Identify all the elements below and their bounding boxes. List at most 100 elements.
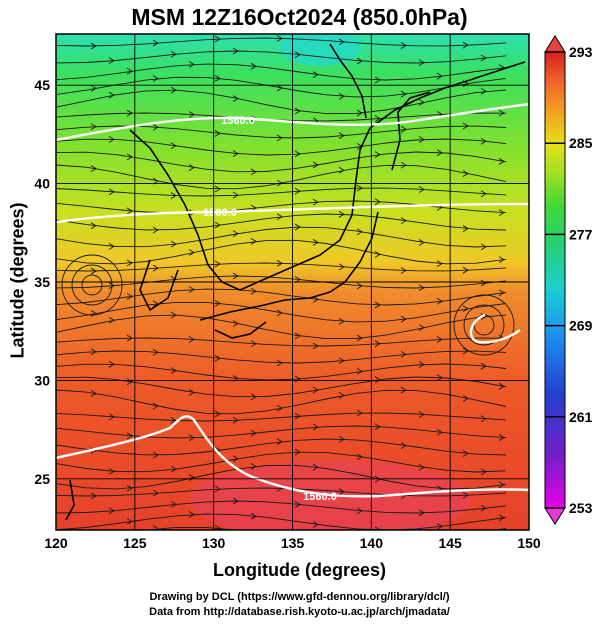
streamline-arrow xyxy=(462,122,469,130)
streamline-arrow xyxy=(462,170,469,177)
streamline-arrow xyxy=(170,86,177,94)
streamline-arrow xyxy=(418,284,425,292)
streamline-arrow xyxy=(152,489,159,497)
streamline-arrow xyxy=(108,507,115,515)
streamline-arrow xyxy=(294,276,301,283)
streamline-arrow xyxy=(108,316,115,324)
streamline-arrow xyxy=(480,504,487,512)
streamline-arrow xyxy=(418,239,425,246)
streamline-arrow xyxy=(462,347,469,355)
streamline xyxy=(56,164,507,190)
streamline xyxy=(56,63,507,81)
streamline-arrow xyxy=(480,279,487,287)
streamline-arrow xyxy=(338,210,345,218)
streamline-arrow xyxy=(338,317,345,325)
streamline-arrow xyxy=(214,410,221,418)
streamline-arrow xyxy=(294,501,301,508)
streamline-arrow xyxy=(401,541,406,547)
streamline-arrow xyxy=(400,42,407,49)
streamline-arrow xyxy=(498,514,505,522)
streamline-arrow xyxy=(214,129,221,137)
streamline-arrow xyxy=(294,187,301,195)
streamline xyxy=(56,376,507,398)
streamline-arrow xyxy=(90,42,97,50)
colorbar: 293 285 277 269 261 253 xyxy=(544,35,593,525)
streamline-arrow xyxy=(418,361,425,368)
streamline-arrow xyxy=(356,282,363,290)
colorbar-tick-label: 277 xyxy=(569,226,593,242)
streamline-arrow xyxy=(463,531,468,537)
streamline-arrow xyxy=(152,402,159,410)
streamline-arrow xyxy=(170,275,177,283)
streamline-arrow xyxy=(250,340,257,348)
streamline-arrow xyxy=(276,259,283,267)
streamline xyxy=(56,412,507,422)
lon-tick-label: 145 xyxy=(438,535,462,551)
streamline-arrow xyxy=(126,518,133,525)
streamline-arrow xyxy=(294,223,301,231)
streamline-arrow xyxy=(436,297,443,305)
map-title: MSM 12Z16Oct2024 (850.0hPa) xyxy=(131,4,468,30)
streamline-arrow xyxy=(480,243,487,251)
streamline-arrow xyxy=(436,260,443,268)
streamline-arrow xyxy=(250,393,257,401)
streamline-arrow xyxy=(276,438,283,446)
streamline-arrow xyxy=(436,374,443,382)
streamline-arrow xyxy=(480,137,487,145)
streamline-arrow xyxy=(170,367,177,375)
streamline-arrow xyxy=(170,500,177,508)
streamline-arrow xyxy=(214,35,221,43)
streamline-arrow xyxy=(90,310,97,317)
colorbar-ticks: 293 285 277 269 261 253 xyxy=(545,44,593,516)
streamline-arrow xyxy=(90,267,97,275)
streamline-arrow xyxy=(152,39,159,47)
lon-tick-label: 125 xyxy=(123,535,147,551)
colorbar-tick-label: 285 xyxy=(569,135,593,151)
streamline xyxy=(56,500,507,514)
streamline-arrow xyxy=(462,395,469,402)
streamline-arrow xyxy=(214,354,221,362)
streamline xyxy=(56,239,507,265)
streamline-vortex xyxy=(61,254,123,316)
streamline-arrow xyxy=(312,238,319,246)
streamline-arrow xyxy=(232,150,239,157)
streamline-arrow xyxy=(294,375,301,383)
streamline-arrow xyxy=(214,485,221,493)
streamline-arrow xyxy=(356,228,363,236)
lon-tick-label: 120 xyxy=(44,535,68,551)
streamline-arrow xyxy=(188,389,195,396)
streamline-arrow xyxy=(294,51,301,58)
streamline-arrow xyxy=(126,378,133,386)
streamline xyxy=(56,438,507,456)
streamline-arrow xyxy=(250,238,257,245)
streamline-arrow xyxy=(152,348,159,356)
streamline-arrow xyxy=(214,185,221,193)
streamline-arrow xyxy=(339,543,344,549)
streamline-arrow xyxy=(276,213,283,221)
streamline-arrow xyxy=(356,184,363,192)
streamline xyxy=(56,350,507,364)
streamline-arrow xyxy=(498,434,505,441)
streamline xyxy=(56,337,507,347)
streamline-arrow xyxy=(126,109,133,117)
streamline-arrow xyxy=(400,350,407,358)
streamline-arrow xyxy=(498,256,505,264)
colorbar-tick-label: 253 xyxy=(569,500,593,516)
streamline-arrow xyxy=(108,282,115,290)
streamline-arrow xyxy=(418,411,425,418)
streamline-arrow xyxy=(170,142,177,150)
lon-tick-label: 140 xyxy=(360,535,384,551)
streamline-arrow xyxy=(356,57,363,65)
streamline-arrow xyxy=(214,260,221,268)
streamline-arrow xyxy=(152,264,159,272)
streamline-arrow xyxy=(152,525,159,530)
streamline-arrow xyxy=(232,47,239,55)
streamline-arrow xyxy=(418,136,425,143)
map-frame xyxy=(55,33,530,531)
streamline-arrow xyxy=(498,481,505,489)
streamline-arrow xyxy=(188,434,195,442)
streamline-arrow xyxy=(338,93,345,100)
streamline-arrow xyxy=(480,313,487,320)
colorbar-tick-label: 269 xyxy=(569,318,593,334)
streamline-arrow xyxy=(418,463,425,471)
